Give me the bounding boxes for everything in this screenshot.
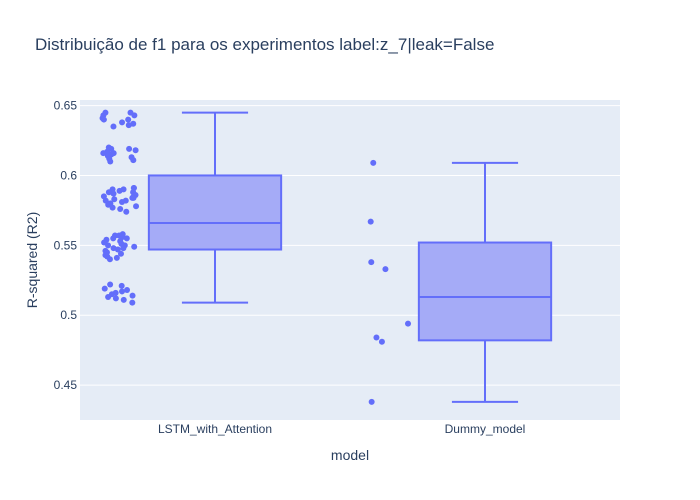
data-point (105, 201, 112, 208)
data-points (99, 109, 412, 405)
y-tick-label: 0.5 (60, 308, 77, 322)
iqr-box (417, 241, 553, 342)
data-point (106, 256, 113, 263)
y-tick-labels: 0.45 0.5 0.55 0.6 0.65 (54, 99, 78, 392)
data-point (113, 254, 120, 261)
data-point (101, 285, 108, 292)
chart-title: Distribuição de f1 para os experimentos … (35, 35, 494, 54)
data-point (131, 243, 138, 250)
data-point (112, 295, 119, 302)
data-point (370, 159, 377, 166)
data-point (100, 116, 107, 123)
data-point (118, 199, 125, 206)
data-point (405, 320, 412, 327)
data-point (117, 250, 124, 257)
data-point (129, 194, 136, 201)
data-point (120, 296, 127, 303)
data-point (368, 398, 375, 405)
box-Dummy_model (417, 161, 553, 403)
data-point (119, 119, 126, 126)
y-tick-label: 0.65 (54, 99, 78, 113)
x-tick-labels: LSTM_with_Attention Dummy_model (158, 422, 525, 436)
data-point (110, 123, 117, 130)
data-point (126, 145, 133, 152)
data-point (107, 158, 114, 165)
data-point (118, 288, 125, 295)
data-point (382, 266, 389, 273)
data-point (111, 196, 118, 203)
y-tick-label: 0.45 (54, 378, 78, 392)
data-point (110, 235, 117, 242)
y-axis-title: R-squared (R2) (24, 212, 40, 308)
x-tick-label: Dummy_model (445, 422, 526, 436)
box-LSTM_with_Attention (147, 111, 283, 304)
data-point (124, 287, 131, 294)
data-point (373, 334, 380, 341)
data-point (129, 299, 136, 306)
data-point (107, 281, 114, 288)
data-point (114, 246, 121, 253)
data-point (378, 338, 385, 345)
data-point (133, 203, 140, 210)
data-point (125, 116, 132, 123)
data-point (110, 190, 117, 197)
data-point (130, 157, 137, 164)
data-point (367, 218, 374, 225)
data-point (116, 187, 123, 194)
x-axis-title: model (331, 447, 369, 463)
data-point (105, 189, 112, 196)
data-point (123, 208, 130, 215)
data-point (125, 122, 132, 129)
data-point (109, 204, 116, 211)
data-point (120, 245, 127, 252)
data-point (368, 259, 375, 266)
data-point (100, 150, 107, 157)
boxes (147, 111, 553, 403)
points-LSTM_with_Attention (99, 109, 140, 306)
data-point (117, 205, 124, 212)
y-tick-label: 0.55 (54, 238, 78, 252)
data-point (132, 147, 139, 154)
data-point (118, 282, 125, 289)
points-Dummy_model (367, 159, 412, 405)
y-tick-label: 0.6 (60, 168, 77, 182)
data-point (123, 235, 130, 242)
data-point (129, 292, 136, 299)
data-point (131, 112, 138, 119)
x-tick-label: LSTM_with_Attention (158, 422, 272, 436)
data-point (105, 294, 112, 301)
iqr-box (147, 174, 283, 251)
data-point (105, 242, 112, 249)
